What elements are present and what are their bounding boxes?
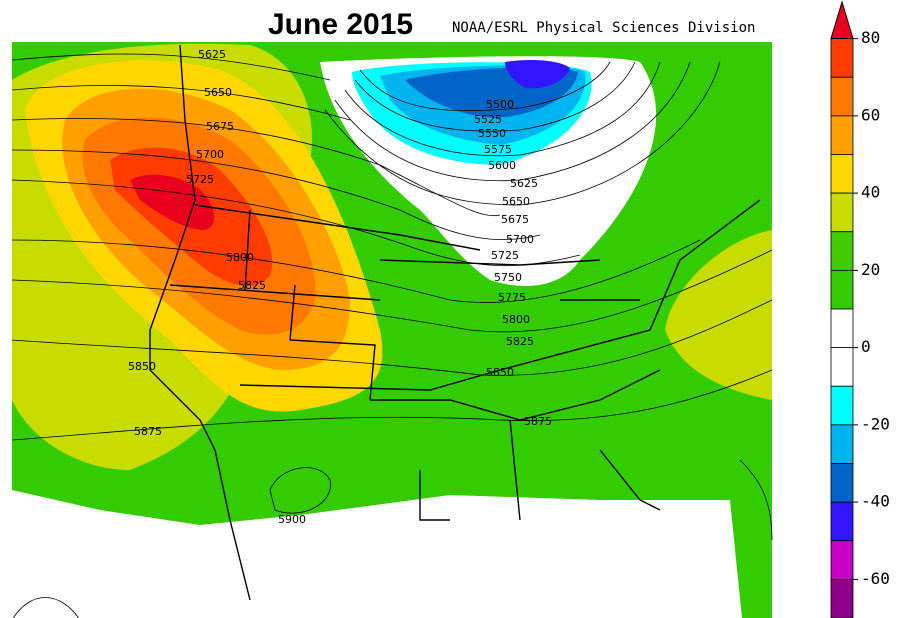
colorbar-label: -20 xyxy=(861,414,890,433)
colorbar-label: 60 xyxy=(861,105,880,124)
contour-label: 5775 xyxy=(498,291,526,304)
colorbar-label: -40 xyxy=(861,492,890,511)
contour-label: 5525 xyxy=(474,113,502,126)
colorbar-segment xyxy=(830,347,854,387)
colorbar-segment xyxy=(830,385,854,426)
contour-label: 5725 xyxy=(186,173,214,186)
colorbar-segment xyxy=(830,115,854,155)
contour-label: 5800 xyxy=(226,251,254,264)
anomaly-fill xyxy=(12,42,772,618)
contour-label: 5825 xyxy=(238,279,266,292)
contour-label: 5700 xyxy=(196,148,224,161)
contour-label: 5625 xyxy=(198,48,226,61)
contour-label: 5625 xyxy=(510,177,538,190)
contour-label: 5875 xyxy=(134,425,162,438)
contour-label: 5600 xyxy=(488,159,516,172)
colorbar-arrow xyxy=(830,0,854,40)
contour-label: 5675 xyxy=(501,213,529,226)
contour-label: 5725 xyxy=(491,249,519,262)
colorbar-segment xyxy=(830,540,854,580)
colorbar-segment xyxy=(830,578,854,618)
contour-label: 5650 xyxy=(502,195,530,208)
boundaries xyxy=(149,44,761,601)
colorbar-segment xyxy=(830,424,854,464)
contour-label: 5750 xyxy=(494,271,522,284)
colorbar-segment xyxy=(830,192,854,233)
colorbar-label: 80 xyxy=(861,28,880,47)
contour-label: 5500 xyxy=(486,98,514,111)
contour-label: 5825 xyxy=(506,335,534,348)
contour-label: 5850 xyxy=(128,360,156,373)
credit: NOAA/ESRL Physical Sciences Division xyxy=(452,20,755,36)
colorbar-segment xyxy=(830,154,854,194)
colorbar: 80 60 40 20 0 -20 -40 -60 xyxy=(830,0,890,618)
contour-label: 5675 xyxy=(206,120,234,133)
colorbar-segment xyxy=(830,38,854,78)
contour-label: 5850 xyxy=(486,366,514,379)
contour-label: 5800 xyxy=(502,313,530,326)
colorbar-label: -60 xyxy=(861,569,890,588)
map-title: June 2015 xyxy=(268,8,413,41)
contour-label: 5575 xyxy=(484,143,512,156)
colorbar-label: 20 xyxy=(861,260,880,279)
colorbar-segment xyxy=(830,308,854,349)
contour-label: 5650 xyxy=(204,86,232,99)
contours xyxy=(11,53,773,618)
colorbar-segment xyxy=(830,269,854,310)
colorbar-segment xyxy=(830,463,854,503)
colorbar-label: 0 xyxy=(861,337,871,356)
contour-label: 5550 xyxy=(478,127,506,140)
colorbar-segment xyxy=(830,501,854,542)
contour-labels: 5625 5650 5675 5700 5725 5800 5825 5850 5875 5900… xyxy=(128,48,552,526)
colorbar-label: 40 xyxy=(861,183,880,202)
colorbar-segment xyxy=(830,76,854,117)
contour-label: 5900 xyxy=(278,513,306,526)
contour-label: 5875 xyxy=(524,415,552,428)
colorbar-segment xyxy=(830,231,854,271)
contour-label: 5700 xyxy=(506,233,534,246)
